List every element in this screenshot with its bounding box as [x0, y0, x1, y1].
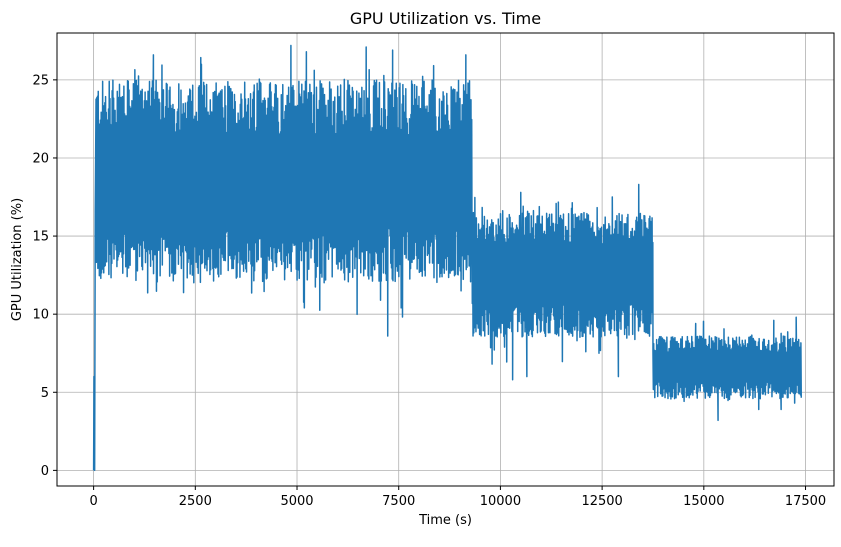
x-axis: 0 2500 5000 7500 10000 12500 15000 17500 — [89, 486, 826, 509]
plot-area — [92, 44, 802, 472]
y-axis: 0 5 10 15 20 25 — [32, 73, 57, 479]
x-tick-label: 5000 — [280, 494, 313, 509]
y-tick-label: 25 — [32, 73, 49, 88]
chart-title: GPU Utilization vs. Time — [350, 9, 541, 28]
y-tick-label: 10 — [32, 308, 49, 323]
y-tick-label: 20 — [32, 151, 49, 166]
y-tick-label: 5 — [41, 386, 49, 401]
x-tick-label: 15000 — [683, 494, 724, 509]
x-axis-label: Time (s) — [418, 513, 472, 528]
axes-frame — [56, 32, 835, 487]
y-axis-label: GPU Utilization (%) — [10, 198, 25, 321]
x-tick-label: 17500 — [785, 494, 826, 509]
gpu-utilization-line — [92, 44, 802, 472]
x-tick-label: 10000 — [480, 494, 521, 509]
y-tick-label: 0 — [41, 464, 49, 479]
x-tick-label: 7500 — [382, 494, 415, 509]
x-tick-label: 2500 — [179, 494, 212, 509]
x-tick-label: 12500 — [581, 494, 622, 509]
y-tick-label: 15 — [32, 230, 49, 245]
x-tick-label: 0 — [89, 494, 97, 509]
